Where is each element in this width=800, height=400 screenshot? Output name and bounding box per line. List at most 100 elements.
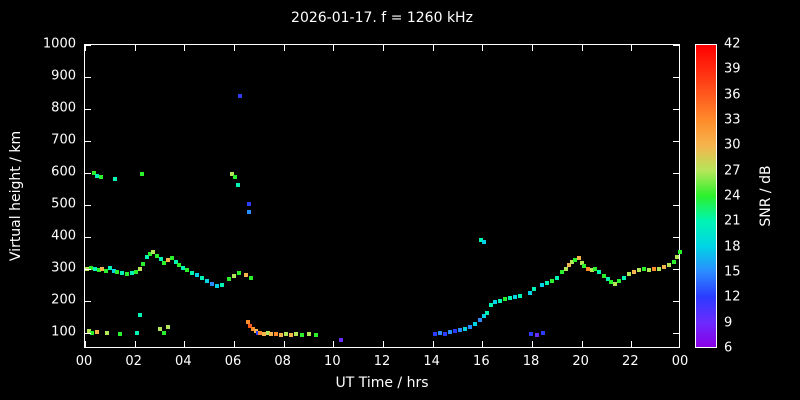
data-point (204, 279, 209, 284)
axis-tick (134, 341, 136, 347)
data-point (544, 281, 549, 286)
axis-tick (673, 269, 679, 270)
data-point (613, 282, 618, 287)
data-point (245, 320, 250, 325)
data-point (111, 268, 116, 273)
data-point (453, 329, 458, 334)
axis-tick (383, 45, 384, 51)
data-point (534, 332, 539, 337)
axis-tick (673, 77, 679, 78)
data-point (117, 331, 122, 336)
axis-tick (679, 341, 680, 347)
y-tick-label: 800 (51, 100, 76, 116)
data-point (115, 270, 120, 275)
data-point (497, 298, 502, 303)
axis-tick (673, 205, 679, 206)
data-point (527, 290, 532, 295)
data-point (199, 276, 204, 281)
data-point (589, 268, 594, 273)
data-point (489, 302, 494, 307)
data-point (338, 338, 343, 343)
y-tick-label: 100 (51, 324, 76, 340)
axis-tick (673, 173, 679, 174)
colorbar (695, 44, 717, 348)
colorbar-tick-label: 27 (724, 163, 741, 179)
data-point (248, 323, 253, 328)
data-point (539, 283, 544, 288)
axis-tick (184, 341, 186, 347)
data-point (582, 264, 587, 269)
data-point (626, 272, 631, 277)
x-tick-label: 00 (671, 354, 689, 369)
data-point (631, 269, 636, 274)
data-point (162, 331, 167, 335)
axis-tick (673, 333, 679, 334)
data-point (244, 273, 249, 278)
axis-tick (85, 341, 86, 347)
data-point (656, 266, 661, 271)
data-point (269, 332, 274, 337)
data-point (554, 275, 559, 280)
data-point (219, 283, 224, 287)
data-point (105, 331, 110, 335)
data-point (235, 183, 240, 188)
data-point (671, 259, 676, 264)
data-point (148, 252, 153, 257)
data-point (481, 314, 486, 319)
data-point (249, 275, 254, 280)
data-point (258, 330, 263, 335)
data-point (549, 278, 554, 283)
data-point (95, 330, 100, 335)
data-point (448, 330, 453, 335)
data-point (227, 277, 232, 282)
data-point (284, 331, 289, 336)
axis-tick (333, 45, 335, 51)
data-point (646, 268, 651, 273)
colorbar-tick-label: 9 (724, 315, 733, 331)
data-point (99, 175, 104, 180)
axis-tick (673, 301, 679, 302)
data-point (502, 297, 507, 302)
x-tick-label: 22 (622, 354, 639, 369)
colorbar-tick-label: 36 (724, 87, 741, 103)
axis-tick (673, 109, 679, 110)
data-point (621, 275, 626, 280)
data-point (585, 266, 590, 271)
data-point (512, 294, 517, 299)
x-tick-label: 02 (125, 354, 142, 369)
data-point (194, 273, 199, 278)
data-point (294, 331, 299, 336)
axis-tick (333, 341, 335, 347)
axis-tick (85, 141, 91, 142)
data-point (233, 174, 238, 179)
axis-tick (673, 237, 679, 238)
data-point (477, 317, 482, 322)
axis-tick (482, 341, 484, 347)
data-point (135, 331, 140, 335)
data-point (140, 172, 145, 177)
data-point (177, 263, 182, 268)
axis-tick (581, 45, 583, 51)
data-point (443, 331, 448, 336)
data-point (593, 266, 598, 271)
axis-tick (134, 45, 136, 51)
axis-tick (679, 45, 680, 51)
x-axis-label: UT Time / hrs (335, 375, 429, 391)
data-point (141, 261, 146, 266)
axis-tick (85, 269, 91, 270)
data-point (125, 272, 130, 277)
plot-area (84, 44, 682, 348)
data-point (677, 250, 682, 255)
data-point (563, 266, 568, 271)
data-point (238, 94, 243, 99)
data-point (100, 266, 105, 271)
data-point (214, 283, 219, 288)
data-point (300, 332, 305, 337)
data-point (541, 331, 546, 335)
data-point (189, 270, 194, 275)
data-point (255, 331, 260, 335)
data-point (155, 253, 160, 258)
y-tick-label: 200 (51, 292, 76, 308)
axis-tick (673, 45, 679, 46)
x-tick-label: 08 (274, 354, 291, 369)
